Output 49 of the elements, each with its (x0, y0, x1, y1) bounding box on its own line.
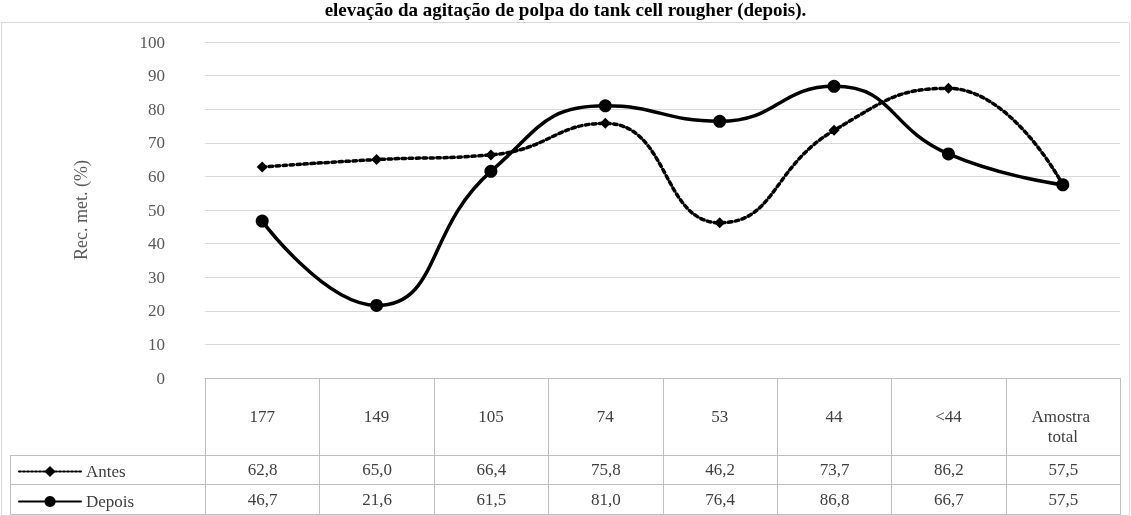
point (255, 214, 269, 228)
x-tick-label: 149 (363, 406, 390, 426)
chart-title: elevação da agitação de polpa do tank cell rougher (depois). (323, 0, 808, 20)
y-tick-label: 90 (148, 66, 165, 86)
data-label: 57,5 (1006, 455, 1121, 485)
y-tick-label: 40 (148, 234, 165, 254)
legend-label: Depois (86, 492, 135, 511)
y-tick-label: 70 (148, 133, 165, 153)
y-tick-label: 30 (148, 267, 165, 287)
data-label: 86,2 (891, 455, 1007, 485)
point (941, 147, 955, 161)
point (370, 298, 384, 312)
y-tick-label: 100 (139, 32, 165, 52)
y-tick-label: 20 (148, 301, 165, 321)
data-label: 65,0 (319, 455, 435, 485)
y-axis-title: Rec. met. (%) (71, 160, 92, 260)
data-label: 81,0 (548, 484, 663, 515)
data-label: 46,7 (205, 484, 320, 515)
x-tick-label: <44 (935, 406, 963, 426)
point (598, 99, 612, 113)
y-tick-label: 60 (148, 166, 165, 186)
point (713, 114, 727, 128)
data-label: 73,7 (777, 455, 892, 485)
legend-label: Antes (86, 462, 126, 481)
y-tick-label: 10 (148, 334, 165, 354)
x-tick-label: 53 (711, 406, 729, 426)
x-tick-label: 44 (825, 406, 844, 426)
point (256, 161, 268, 173)
point (828, 124, 840, 136)
x-tick-label: 105 (478, 406, 504, 426)
data-label: 86,8 (777, 484, 892, 515)
y-tick-label: 50 (148, 200, 165, 220)
data-label: 76,4 (663, 484, 778, 515)
data-label: 75,8 (548, 455, 663, 485)
data-label: 66,7 (891, 484, 1007, 515)
data-label: 61,5 (434, 484, 549, 515)
y-tick-label: 80 (148, 99, 165, 119)
data-label: 21,6 (319, 484, 435, 515)
x-tick-label: 74 (596, 406, 615, 426)
data-label: 57,5 (1006, 484, 1121, 515)
x-tick-label: 177 (249, 406, 276, 426)
point (827, 79, 841, 93)
data-label: 66,4 (434, 455, 549, 485)
point (484, 164, 498, 178)
point (485, 149, 497, 161)
data-label: 62,8 (205, 455, 320, 485)
x-tick-label: Amostra total (1031, 406, 1095, 446)
data-label: 46,2 (663, 455, 778, 485)
y-tick-label: 0 (156, 368, 165, 388)
